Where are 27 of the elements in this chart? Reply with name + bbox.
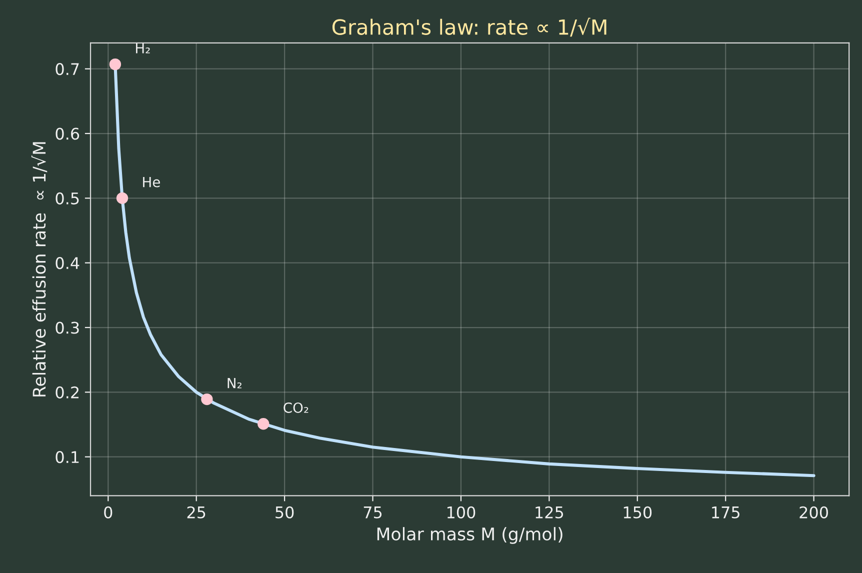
x-tick-label: 0 <box>104 506 112 518</box>
point <box>258 418 270 430</box>
y-tick-label: 0.7 <box>56 63 79 76</box>
y-tick-label: 0.1 <box>56 451 79 464</box>
x-tick-label: 175 <box>712 506 740 518</box>
point <box>109 58 122 70</box>
y-axis-title: Relative effusion rate ∝ 1/√M <box>31 142 48 396</box>
y-tick-label: 0.4 <box>56 257 80 270</box>
point <box>201 393 213 406</box>
y-tick-label: 0.5 <box>56 192 79 204</box>
y-tick-label: 0.6 <box>56 128 80 140</box>
annotation: CO₂ <box>284 402 308 413</box>
annotation: H₂ <box>136 43 150 54</box>
annotation: N₂ <box>228 378 242 388</box>
x-tick-label: 50 <box>276 506 294 518</box>
x-axis-title: Molar mass M (g/mol) <box>377 527 562 544</box>
y-tick-label: 0.2 <box>56 386 78 398</box>
point <box>116 192 128 204</box>
y-tick-label: 0.3 <box>56 322 79 334</box>
annotation: He <box>143 176 160 188</box>
x-tick-label: 125 <box>536 506 564 518</box>
x-tick-label: 25 <box>187 506 206 518</box>
chart-title: Graham's law: rate ∝ 1/√M <box>332 18 606 37</box>
x-tick-label: 100 <box>447 506 476 518</box>
x-tick-label: 75 <box>364 506 382 518</box>
x-tick-label: 150 <box>624 506 652 518</box>
x-tick-label: 200 <box>800 506 828 518</box>
